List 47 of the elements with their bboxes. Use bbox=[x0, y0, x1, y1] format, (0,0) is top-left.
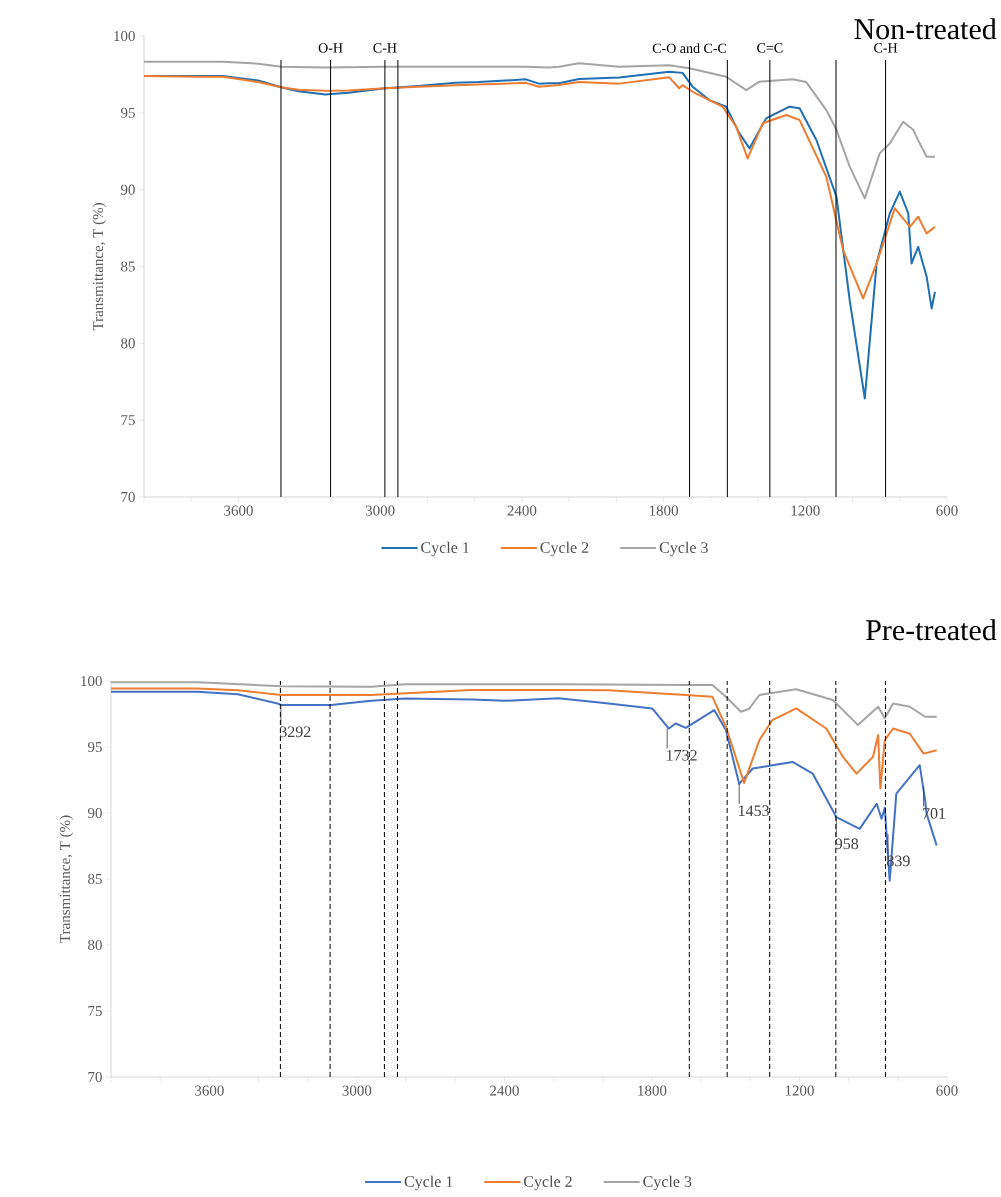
annotation: 1453 bbox=[739, 805, 769, 817]
y-tick-label: 75 bbox=[88, 1006, 102, 1016]
y-tick-label: 95 bbox=[87, 741, 102, 753]
chart-title: Non-treated bbox=[854, 18, 997, 40]
y-tick-label: 80 bbox=[121, 338, 135, 349]
legend-label: Cycle 1 bbox=[421, 541, 469, 557]
x-tick-label: 1800 bbox=[649, 505, 678, 516]
x-tick-label: 1800 bbox=[638, 1085, 667, 1096]
y-tick-label: 75 bbox=[121, 415, 135, 426]
annotation: 3292 bbox=[280, 726, 311, 738]
ref-line-label: C-H bbox=[874, 43, 898, 53]
x-tick-label: 3000 bbox=[365, 505, 395, 516]
ref-line-label: O-H bbox=[318, 43, 343, 53]
y-tick-label: 70 bbox=[121, 491, 135, 503]
x-tick-label: 3600 bbox=[224, 505, 253, 516]
ref-line-label: C=C bbox=[757, 43, 783, 53]
legend-label: Cycle 1 bbox=[404, 1175, 453, 1191]
x-tick-label: 3000 bbox=[342, 1085, 372, 1096]
x-tick-label: 2400 bbox=[507, 505, 537, 516]
x-tick-label: 600 bbox=[936, 1085, 958, 1096]
y-tick-label: 100 bbox=[81, 675, 102, 687]
chart-title: Pre-treated bbox=[866, 619, 997, 641]
ref-line-label: C-O and C-C bbox=[652, 43, 727, 54]
line-series bbox=[109, 687, 938, 790]
y-tick-label: 85 bbox=[121, 261, 135, 272]
y-axis-title: Transmittance, T (%) bbox=[92, 203, 107, 331]
y-tick-label: 70 bbox=[88, 1071, 102, 1083]
legend-label: Cycle 3 bbox=[659, 541, 708, 557]
line-series bbox=[142, 74, 936, 300]
y-tick-label: 90 bbox=[87, 807, 102, 819]
ref-line-label: C-H bbox=[373, 43, 397, 53]
y-tick-label: 100 bbox=[114, 30, 135, 42]
annotation: 958 bbox=[835, 838, 859, 850]
x-tick-label: 1200 bbox=[791, 505, 820, 516]
x-tick-label: 2400 bbox=[490, 1085, 519, 1096]
y-axis-title: Transmittance, T (%) bbox=[59, 815, 74, 943]
legend-label: Cycle 2 bbox=[523, 1175, 572, 1191]
y-tick-label: 90 bbox=[120, 184, 135, 195]
x-tick-label: 1200 bbox=[785, 1085, 814, 1096]
y-tick-label: 95 bbox=[120, 107, 135, 118]
x-tick-label: 3600 bbox=[195, 1085, 224, 1096]
annotation: 1732 bbox=[666, 749, 697, 761]
legend-label: Cycle 2 bbox=[540, 541, 589, 557]
legend-label: Cycle 3 bbox=[643, 1175, 692, 1191]
y-tick-label: 85 bbox=[88, 873, 102, 885]
y-tick-label: 80 bbox=[88, 939, 102, 951]
x-tick-label: 600 bbox=[936, 505, 958, 516]
